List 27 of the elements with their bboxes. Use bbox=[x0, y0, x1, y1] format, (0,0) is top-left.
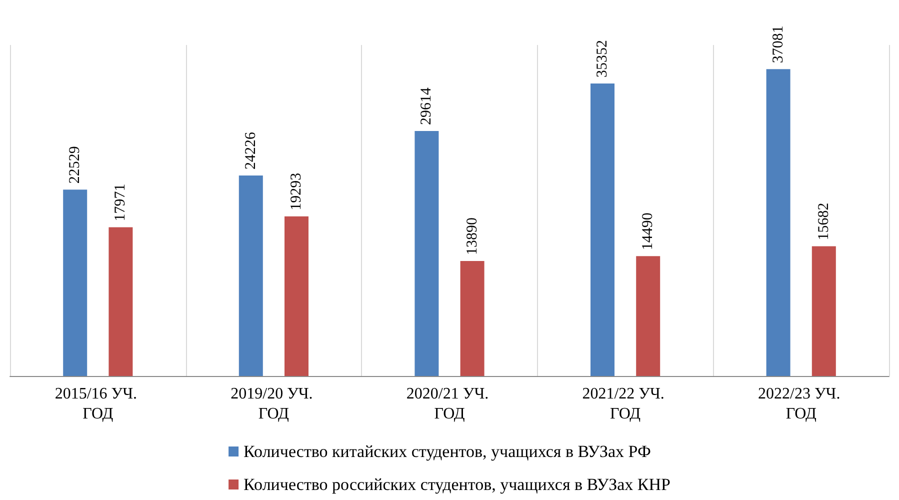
legend-label: Количество китайских студентов, учащихся в ВУЗах РФ bbox=[244, 442, 651, 461]
bar bbox=[636, 256, 660, 376]
bar bbox=[812, 246, 836, 376]
x-tick-label: 2021/22 УЧ. ГОД bbox=[582, 386, 668, 422]
bar bbox=[590, 83, 614, 376]
bar bbox=[284, 216, 308, 376]
bar bbox=[766, 69, 790, 376]
x-tick-label: 2020/21 УЧ. ГОД bbox=[406, 386, 493, 422]
bar bbox=[63, 190, 88, 376]
x-tick-label: 2019/20 УЧ. ГОД bbox=[230, 386, 317, 422]
bar bbox=[460, 261, 484, 376]
data-label: 22529 bbox=[67, 146, 84, 184]
data-label: 29614 bbox=[418, 86, 435, 125]
data-label: 19293 bbox=[288, 172, 304, 210]
data-label: 13890 bbox=[464, 218, 480, 256]
x-tick-label: 2015/16 УЧ. ГОД bbox=[54, 386, 141, 422]
data-label: 37081 bbox=[770, 26, 786, 64]
bar bbox=[414, 130, 439, 376]
data-label: 17971 bbox=[112, 184, 129, 222]
data-label: 14490 bbox=[640, 212, 656, 250]
bar bbox=[238, 176, 263, 376]
data-label: 15682 bbox=[816, 202, 832, 240]
legend-label: Количество российских студентов, учащихся в ВУЗах КНР bbox=[244, 475, 670, 494]
data-label: 35352 bbox=[594, 40, 610, 78]
data-label: 24226 bbox=[242, 132, 259, 170]
bar bbox=[108, 227, 133, 376]
x-tick-label: 2022/23 УЧ. ГОД bbox=[758, 386, 844, 422]
